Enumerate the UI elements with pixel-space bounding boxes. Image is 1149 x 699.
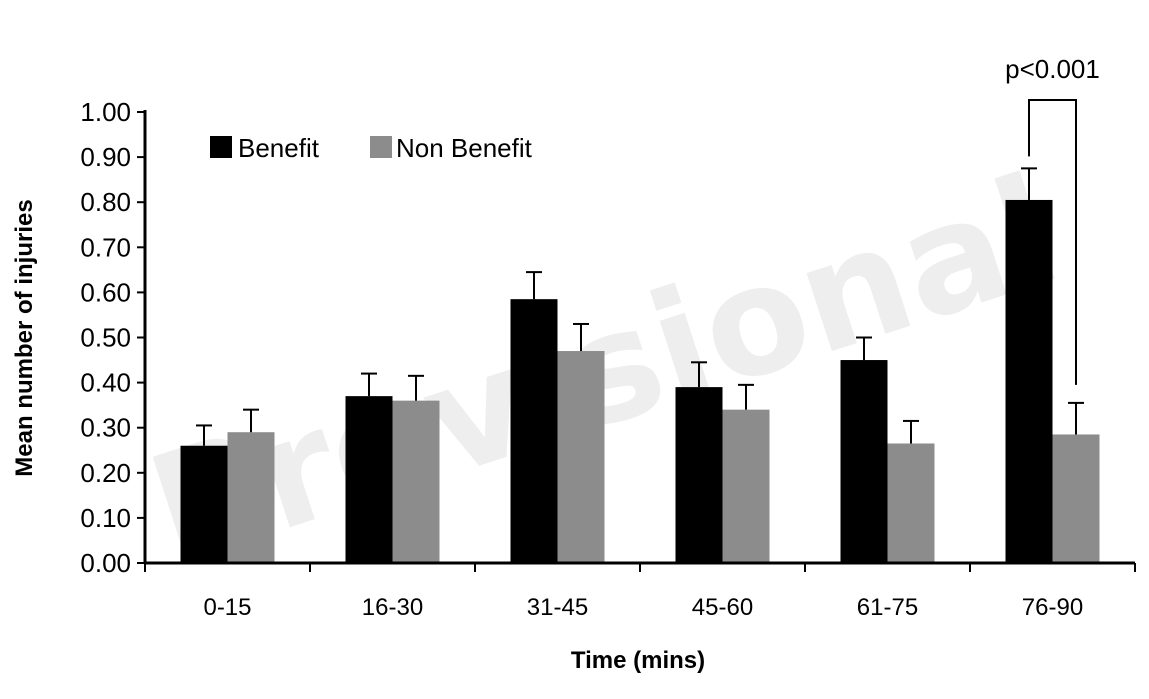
bar-benefit	[675, 387, 723, 563]
bar-non-benefit	[557, 351, 605, 563]
bar-benefit	[510, 299, 558, 563]
bar-non-benefit	[1052, 434, 1100, 563]
y-ticks: 0.00 0.10 0.20 0.30 0.40 0.50 0.60 0.70 0.80 0.90…	[80, 97, 145, 578]
y-tick-label: 0.60	[80, 277, 131, 307]
legend-label-benefit: Benefit	[238, 133, 320, 163]
error-bars-layer	[196, 167, 1084, 446]
bar-benefit	[840, 360, 888, 563]
x-category-label: 45-60	[692, 594, 753, 621]
x-category-label: 76-90	[1022, 594, 1083, 621]
y-tick-label: 0.40	[80, 368, 131, 398]
y-tick-label: 0.80	[80, 187, 131, 217]
y-tick-label: 0.30	[80, 413, 131, 443]
y-tick-label: 0.10	[80, 503, 131, 533]
x-category-label: 61-75	[857, 594, 918, 621]
bar-non-benefit	[227, 432, 275, 563]
bar-non-benefit	[722, 409, 770, 563]
x-ticks: 0-15 16-30 31-45 45-60 61-75 76-90	[144, 563, 1136, 621]
bar-benefit	[1005, 199, 1053, 563]
bar-benefit	[345, 396, 393, 563]
legend-label-non-benefit: Non Benefit	[396, 133, 533, 163]
y-axis-title: Mean number of injuries	[11, 199, 38, 476]
significance-label: p<0.001	[1005, 54, 1100, 84]
x-category-label: 16-30	[362, 594, 423, 621]
y-tick-label: 0.90	[80, 142, 131, 172]
y-tick-label: 0.70	[80, 232, 131, 262]
x-category-label: 31-45	[527, 594, 588, 621]
significance-bracket	[1028, 99, 1077, 385]
y-tick-label: 0.20	[80, 458, 131, 488]
bar-benefit	[180, 445, 228, 563]
y-tick-label: 1.00	[80, 97, 131, 127]
x-axis-title: Time (mins)	[571, 647, 705, 674]
legend: Benefit Non Benefit	[210, 133, 533, 163]
bar-non-benefit	[887, 443, 935, 563]
y-tick-label: 0.50	[80, 323, 131, 353]
y-tick-label: 0.00	[80, 548, 131, 578]
x-category-label: 0-15	[203, 594, 251, 621]
bars-layer	[180, 199, 1100, 563]
significance-annotation: p<0.001	[1005, 54, 1100, 385]
bar-non-benefit	[392, 400, 440, 563]
legend-swatch-benefit	[210, 136, 232, 158]
legend-swatch-non-benefit	[370, 136, 392, 158]
